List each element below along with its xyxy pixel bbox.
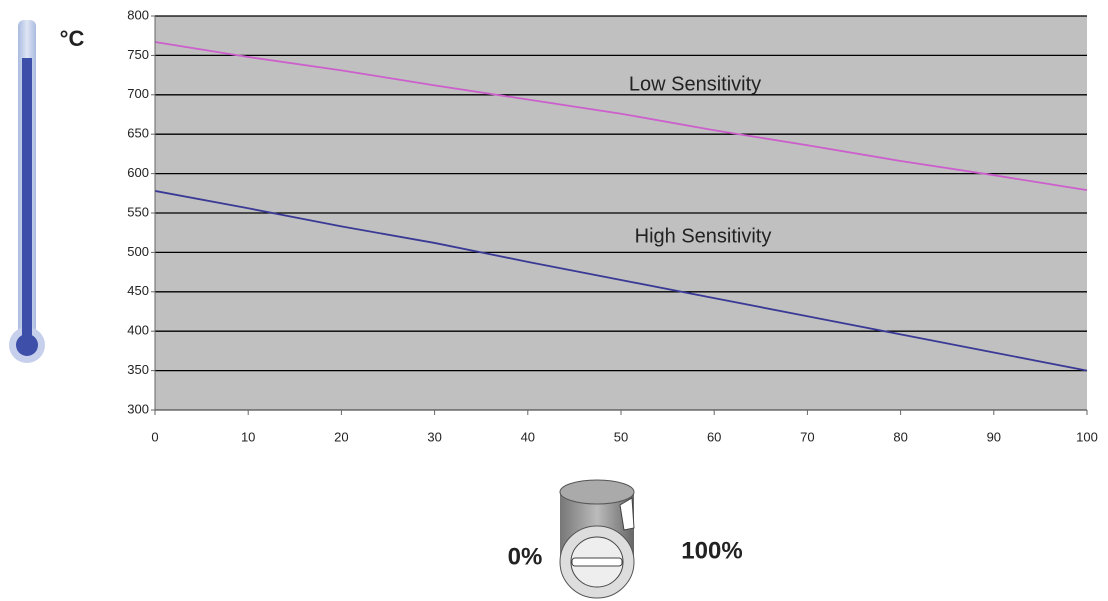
y-axis-label: °C <box>60 26 85 51</box>
chart: °C Low Sensitivity High Sensitivity 0% 1… <box>0 0 1108 601</box>
thermometer-icon <box>9 20 45 363</box>
x-tick-label: 50 <box>614 429 628 444</box>
y-tick-label: 750 <box>127 47 149 62</box>
y-tick-label: 400 <box>127 323 149 338</box>
x-tick-label: 90 <box>987 429 1001 444</box>
y-tick-label: 500 <box>127 244 149 259</box>
x-tick-label: 0 <box>151 429 158 444</box>
y-tick-label: 350 <box>127 362 149 377</box>
x-tick-label: 70 <box>800 429 814 444</box>
knob-icon <box>560 480 634 598</box>
x-tick-label: 100 <box>1076 429 1098 444</box>
x-tick-label: 60 <box>707 429 721 444</box>
y-tick-label: 450 <box>127 283 149 298</box>
series-annotation: High Sensitivity <box>635 225 772 247</box>
series-annotation: Low Sensitivity <box>629 73 761 95</box>
knob-max-label: 100% <box>681 537 742 564</box>
x-tick-label: 20 <box>334 429 348 444</box>
y-tick-label: 550 <box>127 204 149 219</box>
y-tick-label: 700 <box>127 86 149 101</box>
knob-min-label: 0% <box>508 543 543 570</box>
y-tick-label: 300 <box>127 401 149 416</box>
y-tick-label: 650 <box>127 126 149 141</box>
x-tick-label: 40 <box>521 429 535 444</box>
x-tick-label: 80 <box>893 429 907 444</box>
y-tick-label: 800 <box>127 7 149 22</box>
x-tick-label: 30 <box>427 429 441 444</box>
x-tick-label: 10 <box>241 429 255 444</box>
y-tick-label: 600 <box>127 165 149 180</box>
